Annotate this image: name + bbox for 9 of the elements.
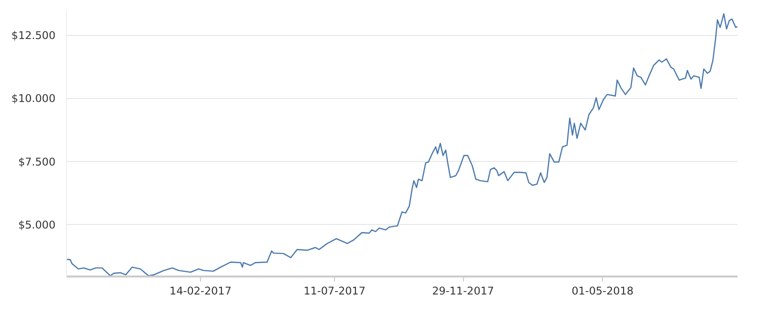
y-tick-label: $12.500: [11, 29, 56, 42]
x-tick-label: 14-02-2017: [170, 284, 232, 298]
x-tick-label: 11-07-2017: [304, 284, 366, 298]
line-series: [66, 13, 738, 276]
y-tick-label: $5.000: [18, 218, 56, 232]
x-tick-label: 29-11-2017: [432, 284, 494, 298]
y-tick-label: $10.000: [11, 92, 56, 106]
y-tick-label: $7.500: [18, 155, 56, 168]
x-tick-label: 01-05-2018: [572, 284, 634, 298]
